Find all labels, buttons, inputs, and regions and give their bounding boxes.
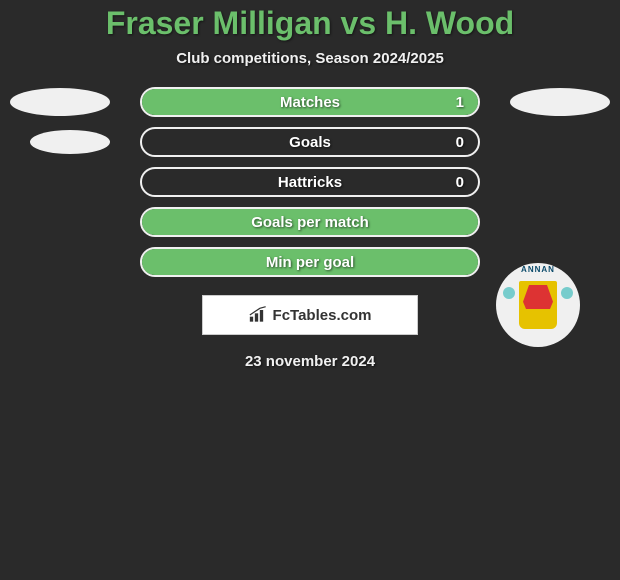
stat-bar-goals-per-match: Goals per match (140, 207, 480, 237)
bar-chart-icon (249, 306, 269, 324)
stats-list: Matches 1 Goals 0 Hattricks 0 (0, 87, 620, 277)
stat-row: Hattricks 0 (0, 167, 620, 197)
player-bubble-right (510, 88, 610, 116)
stat-bar-hattricks: Hattricks 0 (140, 167, 480, 197)
stat-label: Hattricks (156, 174, 464, 191)
brand-link[interactable]: FcTables.com (202, 295, 418, 335)
stat-bar-goals: Goals 0 (140, 127, 480, 157)
comparison-widget: Fraser Milligan vs H. Wood Club competit… (0, 0, 620, 370)
stat-bar-min-per-goal: Min per goal (140, 247, 480, 277)
brand-text: FcTables.com (273, 307, 372, 324)
stat-label: Matches (156, 94, 464, 111)
stat-label: Min per goal (156, 254, 464, 271)
stat-bar-matches: Matches 1 (140, 87, 480, 117)
player-bubble-left (30, 130, 110, 154)
stat-label: Goals (156, 134, 464, 151)
stat-label: Goals per match (156, 214, 464, 231)
crest-shield-icon: ANNAN (519, 281, 557, 329)
stat-value-right: 0 (456, 134, 464, 151)
crest-text: ANNAN (503, 265, 573, 274)
date-label: 23 november 2024 (0, 353, 620, 370)
stat-row: Goals 0 (0, 127, 620, 157)
club-crest-right: ANNAN (496, 263, 580, 347)
stat-value-right: 0 (456, 174, 464, 191)
page-title: Fraser Milligan vs H. Wood (0, 5, 620, 42)
stat-value-right: 1 (456, 94, 464, 111)
stat-row: Goals per match (0, 207, 620, 237)
player-bubble-left (10, 88, 110, 116)
stat-row: Matches 1 (0, 87, 620, 117)
subtitle: Club competitions, Season 2024/2025 (0, 50, 620, 67)
